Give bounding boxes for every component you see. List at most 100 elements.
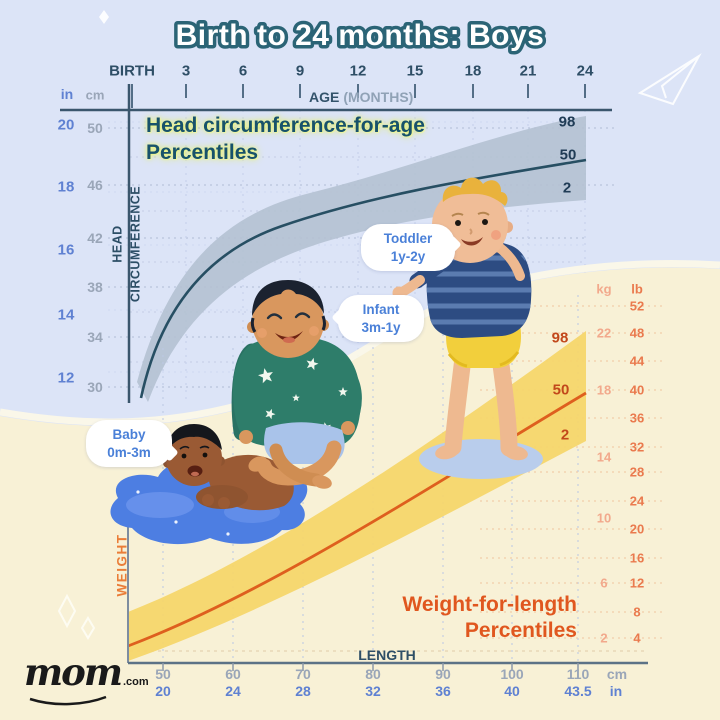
lb-tick-label: 16 (629, 550, 645, 566)
weight-percentile-band (128, 331, 586, 661)
lb-tick-label: 8 (633, 604, 641, 620)
length-cm-unit-label: cm (606, 666, 628, 682)
age-tick-label: BIRTH (109, 62, 155, 80)
mom-logo: mom .com (24, 650, 149, 694)
length-cm-tick-label: 110 (566, 666, 590, 682)
length-in-tick-label: 24 (225, 683, 241, 699)
lb-tick-label: 52 (629, 298, 645, 314)
head-chart-heading-line2: Percentiles (146, 141, 259, 165)
in-tick-label: 18 (57, 178, 75, 196)
cm-tick-label: 42 (87, 230, 103, 246)
length-axis-label: LENGTH (358, 647, 416, 663)
lb-tick-label: 36 (629, 410, 645, 426)
stage-bubble-toddler: Toddler 1y-2y (361, 224, 455, 272)
kg-tick-label: 6 (600, 575, 608, 591)
lb-tick-label: 24 (629, 493, 645, 509)
cm-unit-label: cm (85, 87, 105, 103)
stage-name: Infant (362, 302, 400, 317)
length-in-tick-label: 20 (155, 683, 171, 699)
head-chart-heading: Head circumference-for-age Percentiles (146, 112, 425, 167)
lb-tick-label: 12 (629, 575, 645, 591)
stage-age-range: 0m-3m (107, 444, 151, 460)
cm-tick-label: 38 (87, 279, 103, 295)
cm-tick-label: 30 (87, 379, 103, 395)
cm-tick-label: 50 (87, 120, 103, 136)
in-tick-label: 14 (57, 306, 75, 324)
lb-tick-label: 40 (629, 382, 645, 398)
length-in-unit-label: in (609, 683, 623, 699)
lb-unit-label: lb (631, 281, 643, 297)
length-cm-tick-label: 100 (500, 666, 524, 682)
age-axis-title: AGE (MONTHS) (309, 89, 413, 105)
age-axis-unit: (MONTHS) (343, 89, 414, 105)
age-tick-label: 21 (519, 62, 537, 80)
head-chart-axes (60, 84, 612, 403)
length-in-tick-label: 36 (435, 683, 451, 699)
logo-underline-swash (29, 695, 107, 706)
weight-chart-heading: Weight-for-length Percentiles (347, 592, 577, 645)
kg-tick-label: 10 (596, 510, 612, 526)
length-in-tick-label: 28 (295, 683, 311, 699)
age-tick-label: 6 (238, 62, 248, 80)
age-tick-label: 9 (295, 62, 305, 80)
age-tick-label: 12 (349, 62, 367, 80)
weight-percentile-label: 98 (551, 329, 569, 347)
cm-tick-label: 46 (87, 177, 103, 193)
head-percentile-label: 50 (559, 146, 577, 164)
head-circumference-axis-label: HEAD CIRCUMFERENCE (110, 185, 143, 303)
stage-bubble-infant: Infant 3m-1y (338, 295, 424, 343)
page-title: Birth to 24 months: Boys (176, 19, 545, 52)
stage-bubble-baby: Baby 0m-3m (86, 420, 172, 468)
weight-axis-label: WEIGHT (114, 533, 130, 597)
kg-tick-label: 18 (596, 382, 612, 398)
lb-tick-label: 4 (633, 630, 641, 646)
length-in-tick-label: 40 (504, 683, 520, 699)
mom-logo-suffix: .com (122, 676, 149, 688)
stage-age-range: 1y-2y (390, 248, 426, 264)
weight-chart-heading-line2: Percentiles (464, 619, 577, 643)
baby-infant-illustration (231, 280, 362, 489)
in-tick-label: 12 (57, 369, 75, 387)
lb-tick-label: 20 (629, 521, 645, 537)
cm-tick-label: 34 (87, 329, 103, 345)
head-percentile-label: 98 (558, 113, 576, 131)
weight-chart-heading-line1: Weight-for-length (402, 593, 577, 616)
head-chart-heading-line1: Head circumference-for-age (146, 114, 425, 137)
length-cm-tick-label: 70 (295, 666, 311, 682)
age-tick-label: 24 (576, 62, 594, 80)
stage-name: Baby (112, 427, 146, 442)
age-tick-label: 15 (406, 62, 424, 80)
weight-percentile-label: 2 (560, 426, 570, 444)
in-unit-label: in (60, 86, 74, 102)
length-in-tick-label: 32 (365, 683, 381, 699)
kg-tick-label: 14 (596, 449, 612, 465)
head-median-curve (139, 158, 587, 399)
stage-name: Toddler (383, 231, 433, 246)
length-in-tick-label: 43.5 (564, 683, 592, 699)
in-tick-label: 16 (57, 241, 75, 259)
sparkle-icon (57, 593, 96, 640)
age-tick-label: 3 (181, 62, 191, 80)
head-percentile-label: 2 (562, 179, 572, 197)
length-cm-tick-label: 90 (435, 666, 451, 682)
kg-tick-label: 2 (600, 630, 608, 646)
title-banner: Birth to 24 months: Boys (172, 16, 547, 56)
sparkle-small-icon (99, 10, 109, 24)
length-cm-tick-label: 80 (365, 666, 381, 682)
kg-unit-label: kg (596, 281, 612, 297)
age-tick-label: 18 (464, 62, 482, 80)
length-cm-tick-label: 60 (225, 666, 241, 682)
in-tick-label: 20 (57, 116, 75, 134)
weight-percentile-label: 50 (552, 381, 570, 399)
lb-tick-label: 48 (629, 325, 645, 341)
kg-tick-label: 22 (596, 325, 612, 341)
stage-age-range: 3m-1y (361, 319, 401, 335)
lb-tick-label: 28 (629, 464, 645, 480)
lb-tick-label: 44 (629, 353, 645, 369)
mom-logo-text: mom (24, 650, 123, 694)
length-cm-tick-label: 50 (155, 666, 171, 682)
age-axis-label: AGE (309, 89, 340, 105)
lb-tick-label: 32 (629, 439, 645, 455)
